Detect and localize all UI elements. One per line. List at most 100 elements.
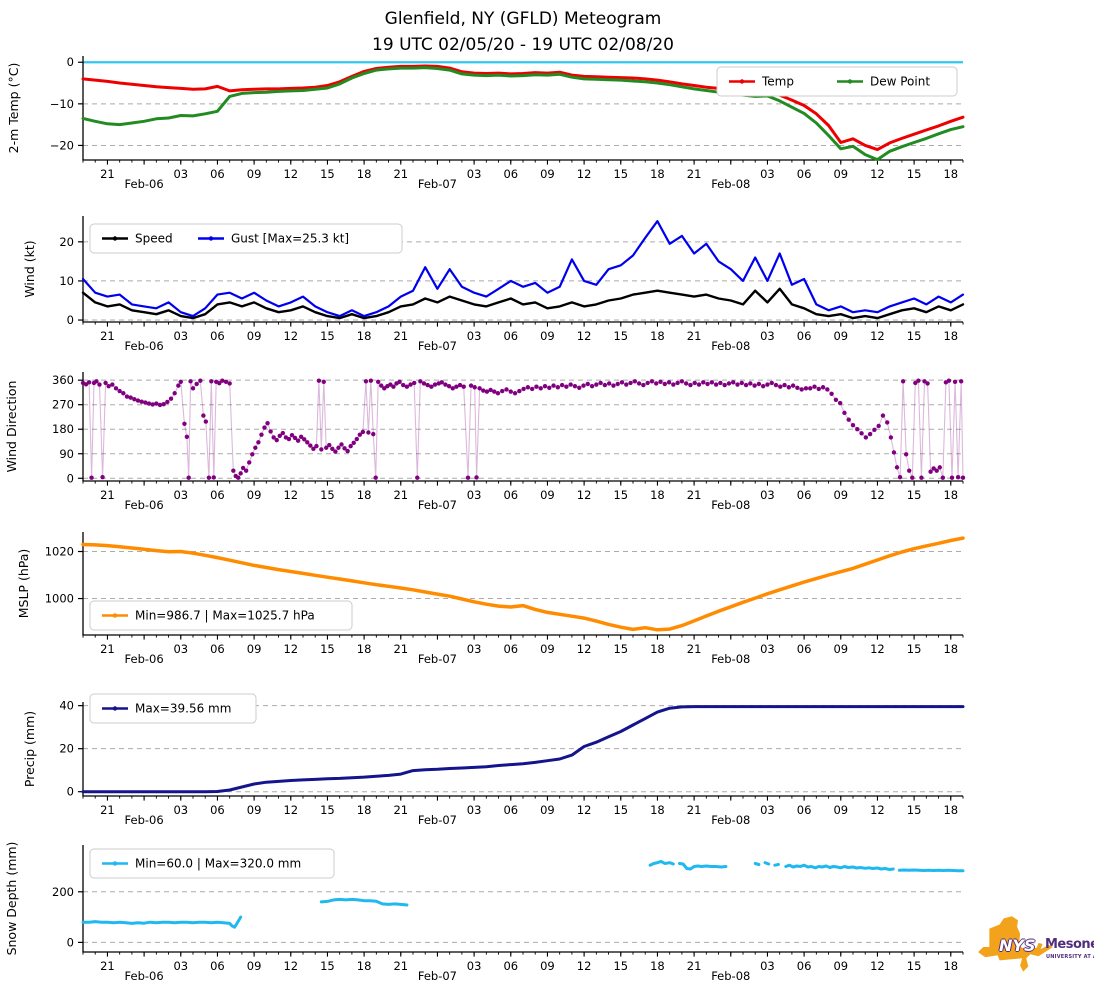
series-direction-dot [203, 419, 209, 424]
x-date-label: Feb-06 [125, 498, 164, 512]
x-tick-label: 03 [173, 642, 188, 656]
x-tick-label: 15 [613, 167, 628, 181]
x-tick-label: 06 [797, 803, 812, 817]
x-date-label: Feb-07 [418, 652, 457, 666]
legend-box [89, 848, 335, 879]
legend-sample-marker [112, 706, 118, 711]
series-direction-dot [658, 379, 663, 385]
series-direction-dot [833, 397, 839, 402]
x-tick-label: 15 [320, 803, 335, 817]
series-direction-dot [713, 382, 719, 387]
y-axis-title: MSLP (hPa) [16, 549, 31, 619]
x-tick-label: 12 [870, 488, 885, 502]
series-direction-dot [876, 423, 881, 429]
x-tick-label: 15 [320, 642, 335, 656]
series-direction-dot [468, 383, 474, 388]
x-tick-label: 09 [540, 329, 555, 343]
x-tick-label: 12 [870, 642, 885, 656]
series-direction-dot [481, 388, 486, 393]
series-direction-dot [662, 381, 667, 387]
y-tick-label: 0 [67, 785, 74, 799]
legend-label: Min=60.0 | Max=320.0 mm [135, 857, 301, 871]
x-tick-label: 03 [173, 488, 188, 502]
series-direction-dot [450, 386, 455, 391]
x-tick-label: 03 [760, 329, 775, 343]
series-direction-dot [474, 475, 479, 480]
series-direction-dot [265, 421, 270, 426]
series-direction-dot [495, 391, 501, 396]
series-direction-dot [850, 422, 856, 428]
series-direction-dot [952, 379, 958, 385]
x-tick-label: 03 [760, 959, 775, 973]
series-direction-dot [731, 380, 736, 385]
series-direction-dot [931, 466, 936, 471]
x-tick-label: 18 [943, 959, 958, 973]
series-direction-dot [696, 382, 702, 387]
x-tick-label: 15 [613, 959, 628, 973]
x-tick-label: 21 [100, 642, 115, 656]
legend-box [89, 693, 257, 724]
series-direction-dot [585, 381, 590, 387]
series-direction-dot [529, 386, 535, 392]
x-tick-label: 15 [613, 488, 628, 502]
series-direction-dot [295, 438, 301, 443]
y-tick-label: 0 [67, 471, 74, 485]
series-direction-dot [752, 383, 757, 388]
legend-label: Speed [135, 232, 173, 246]
x-tick-label: 09 [247, 803, 262, 817]
legend-temp: Temp Dew Point [716, 66, 958, 97]
series-direction-dot [808, 386, 813, 391]
legend-label: Temp [761, 75, 794, 89]
series-direction-dot [146, 401, 152, 406]
series-direction-dot [891, 450, 897, 455]
series-direction-dot [913, 380, 918, 386]
series-direction-dot [354, 436, 359, 442]
x-tick-label: 06 [797, 642, 812, 656]
series-direction-dot [319, 447, 324, 452]
series-direction-dot [782, 382, 787, 388]
series-direction-dot [577, 385, 582, 391]
x-date-label: Feb-07 [418, 177, 457, 191]
x-date-label: Feb-08 [711, 339, 750, 353]
x-tick-label: 15 [907, 642, 922, 656]
series-direction-dot [572, 383, 578, 389]
series-direction-dot [649, 379, 655, 384]
x-tick-label: 12 [577, 329, 592, 343]
title-line-2: 19 UTC 02/05/20 - 19 UTC 02/08/20 [372, 35, 674, 55]
y-tick-label: 40 [59, 699, 74, 713]
series-direction-dot [256, 440, 261, 445]
legend-sample-marker [208, 236, 214, 241]
series-direction-dot [790, 383, 796, 388]
x-date-label: Feb-07 [418, 498, 457, 512]
series-direction-dot [628, 380, 633, 386]
x-tick-label: 18 [943, 642, 958, 656]
x-date-label: Feb-08 [711, 969, 750, 983]
series-direction-dot [888, 435, 894, 440]
series-direction-dot [615, 381, 620, 387]
y-tick-label: −20 [50, 138, 74, 152]
series-direction-dot [351, 440, 356, 446]
series-direction-dot [373, 475, 378, 480]
series-direction-dot [165, 399, 170, 405]
series-direction-dot [632, 379, 638, 384]
series-direction-dot [271, 435, 276, 440]
x-date-label: Feb-06 [125, 813, 164, 827]
x-tick-label: 09 [833, 959, 848, 973]
x-tick-label: 21 [687, 488, 702, 502]
series-direction-dot [333, 449, 338, 454]
series-direction-dot [934, 468, 939, 473]
x-tick-label: 12 [283, 642, 298, 656]
series-direction-dot [336, 445, 341, 450]
x-tick-label: 18 [943, 488, 958, 502]
x-tick-label: 06 [797, 488, 812, 502]
series-direction-dot [324, 445, 329, 450]
series-direction-dot [925, 381, 930, 386]
series-direction-dot [316, 378, 322, 383]
x-date-label: Feb-07 [418, 339, 457, 353]
series-direction-dot [867, 431, 873, 437]
series-min-60-0-max-320-0-mm [81, 859, 965, 929]
ny-state-icon [978, 916, 1053, 972]
series-direction-dot [327, 442, 332, 448]
x-date-label: Feb-07 [418, 813, 457, 827]
